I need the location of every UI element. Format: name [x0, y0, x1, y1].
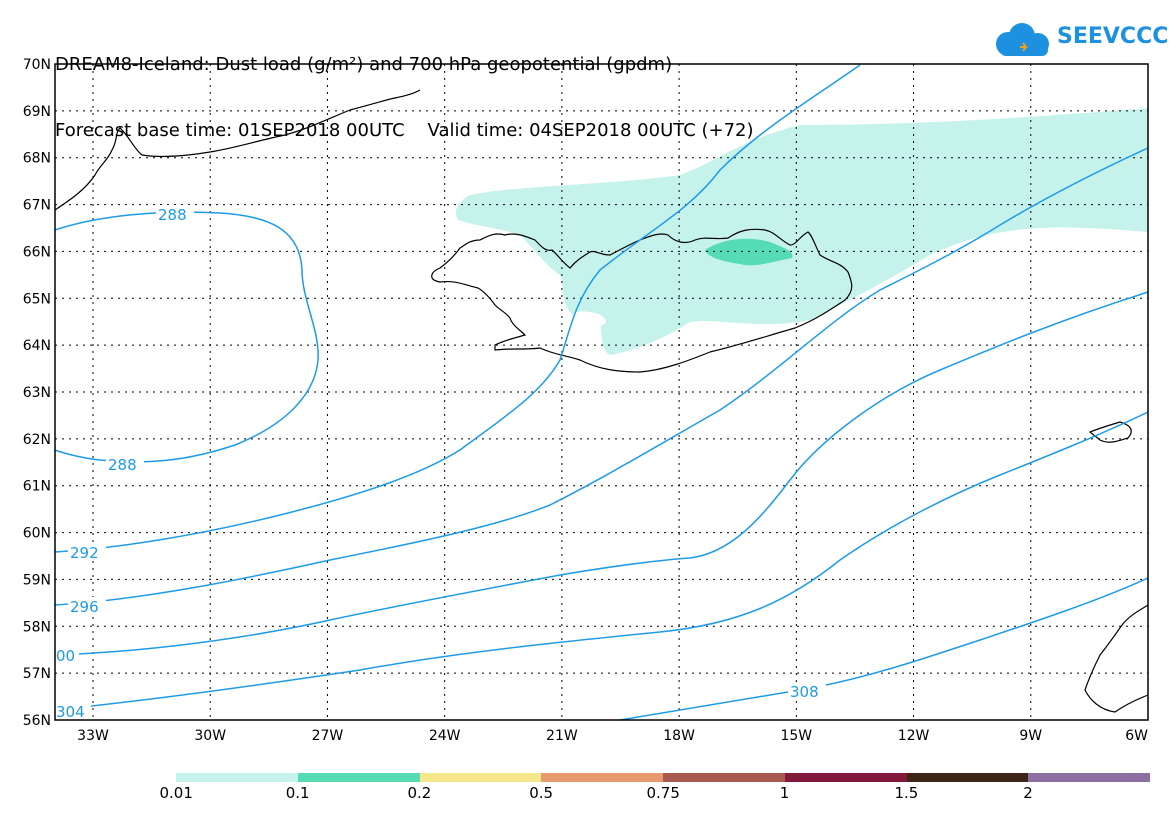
colorbar-label: 0.1 — [285, 784, 310, 802]
contour-labels: 288 288 292 296 00 304 308 — [55, 205, 826, 721]
colorbar-label: 0.75 — [646, 784, 680, 802]
longitude-label: 9W — [1019, 728, 1042, 744]
longitude-label: 27W — [312, 728, 344, 744]
longitude-label: 18W — [663, 728, 695, 744]
contour-label: 304 — [56, 703, 85, 721]
map-frame — [54, 63, 1149, 721]
latitude-label: 63N — [23, 385, 51, 401]
latitude-label: 57N — [23, 666, 51, 682]
latitude-label: 66N — [23, 244, 51, 260]
latitude-label: 67N — [23, 198, 51, 214]
colorbar-label: 0.01 — [159, 784, 193, 802]
contour-label: 288 — [108, 456, 137, 474]
dust-shading — [455, 108, 1149, 355]
colorbar-segment — [176, 773, 298, 782]
colorbar-label: 1 — [779, 784, 790, 802]
contour-304 — [54, 411, 1149, 711]
logo-text: SEEVCCC — [1057, 24, 1169, 49]
longitude-label: 30W — [194, 728, 226, 744]
colorbar-segment — [419, 773, 542, 782]
colorbar-segment — [663, 773, 785, 782]
longitude-label: 6W — [1125, 728, 1148, 744]
contour-308 — [619, 577, 1149, 721]
longitude-label: 24W — [429, 728, 461, 744]
contour-label: 00 — [56, 647, 75, 665]
colorbar-label: 2 — [1023, 784, 1033, 802]
dust-area-light — [455, 108, 1149, 355]
contour-label: 292 — [70, 544, 99, 562]
contour-label: 296 — [70, 598, 99, 616]
colorbar-segment — [906, 773, 1029, 782]
latitude-label: 61N — [23, 479, 51, 495]
contour-label: 308 — [790, 683, 819, 701]
title-line-2: Forecast base time: 01SEP2018 00UTC Vali… — [55, 120, 754, 141]
contour-288 — [54, 211, 319, 463]
longitude-label: 15W — [780, 728, 812, 744]
colorbar-segment — [1028, 773, 1151, 782]
cloud-icon — [996, 23, 1049, 56]
contour-label: 288 — [158, 206, 187, 224]
colorbar-segment — [541, 773, 664, 782]
colorbar-label: 1.5 — [894, 784, 919, 802]
longitude-labels: 33W 30W 27W 24W 21W 18W 15W 12W 9W 6W — [77, 728, 1148, 744]
contours — [54, 64, 1149, 721]
longitude-label: 21W — [546, 728, 578, 744]
colorbar-segment — [784, 773, 907, 782]
colorbar-label: 0.2 — [407, 784, 432, 802]
greenland-coast — [54, 89, 421, 211]
latitude-label: 62N — [23, 432, 51, 448]
dust-area-gap — [575, 311, 606, 328]
contour-300 — [54, 291, 1149, 656]
latitude-label: 65N — [23, 291, 51, 307]
latitude-labels: 70N 69N 68N 67N 66N 65N 64N 63N 62N 61N 60N 59N 58N 5… — [23, 57, 51, 729]
contour-292 — [54, 64, 861, 553]
latitude-label: 58N — [23, 619, 51, 635]
scotland-coast — [1084, 604, 1149, 713]
longitude-label: 12W — [898, 728, 930, 744]
colorbar-label: 0.5 — [529, 784, 554, 802]
faroe-coast — [1088, 421, 1132, 443]
longitude-label: 33W — [77, 728, 109, 744]
latitude-label: 70N — [23, 57, 51, 73]
contour-296 — [54, 147, 1149, 606]
latitude-label: 64N — [23, 338, 51, 354]
colorbar-segment — [297, 773, 420, 782]
latitude-label: 60N — [23, 526, 51, 542]
latitude-label: 59N — [23, 572, 51, 588]
dust-area-mid — [705, 238, 793, 266]
latitude-label: 69N — [23, 104, 51, 120]
latitude-label: 56N — [23, 713, 51, 729]
latitude-label: 68N — [23, 151, 51, 167]
